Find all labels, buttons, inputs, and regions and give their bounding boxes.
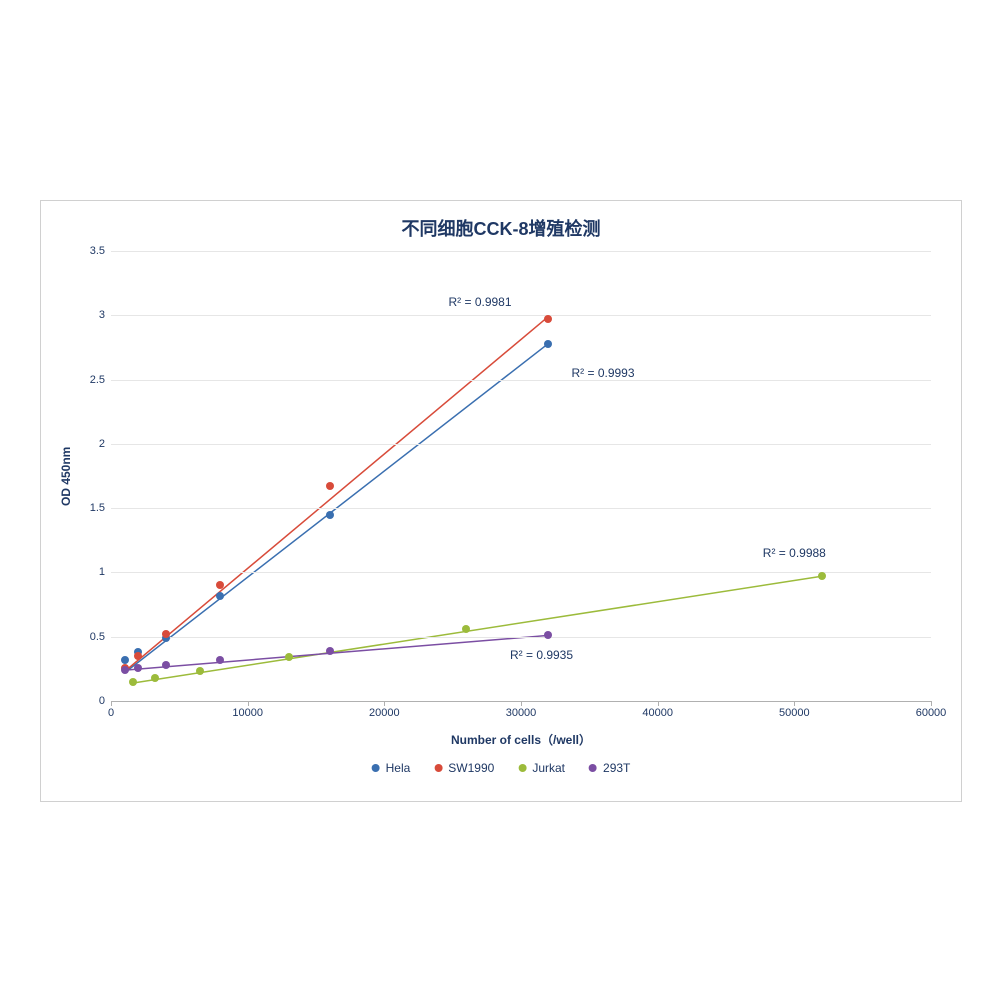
y-tick-label: 1: [75, 566, 105, 578]
grid-line: [111, 251, 931, 252]
x-tick: [658, 701, 659, 706]
chart-container: 不同细胞CCK-8增殖检测 OD 450nm 00.511.522.533.50…: [40, 200, 962, 802]
r2-annotation: R² = 0.9981: [448, 295, 511, 309]
legend-label: 293T: [603, 761, 630, 775]
plot-area: 00.511.522.533.5010000200003000040000500…: [111, 251, 931, 701]
trend-line-jurkat: [133, 576, 821, 683]
r2-annotation: R² = 0.9993: [571, 366, 634, 380]
x-tick-label: 10000: [232, 707, 263, 719]
x-tick-label: 60000: [916, 707, 947, 719]
x-tick-label: 0: [108, 707, 114, 719]
y-tick-label: 0.5: [75, 631, 105, 643]
legend-dot-icon: [518, 764, 526, 772]
legend-item: SW1990: [434, 761, 494, 775]
x-tick: [794, 701, 795, 706]
x-tick: [521, 701, 522, 706]
y-tick-label: 2.5: [75, 374, 105, 386]
data-point: [129, 678, 137, 686]
y-tick-label: 3: [75, 309, 105, 321]
legend-label: Hela: [386, 761, 411, 775]
x-axis-label: Number of cells（/well）: [111, 731, 931, 748]
trend-line-293t: [125, 635, 549, 670]
data-point: [216, 592, 224, 600]
data-point: [462, 625, 470, 633]
trend-line-sw1990: [125, 317, 549, 672]
chart-title: 不同细胞CCK-8增殖检测: [41, 215, 961, 241]
y-axis-label: OD 450nm: [59, 447, 73, 506]
legend-dot-icon: [434, 764, 442, 772]
legend-item: Jurkat: [518, 761, 565, 775]
legend-label: SW1990: [448, 761, 494, 775]
legend-dot-icon: [372, 764, 380, 772]
grid-line: [111, 315, 931, 316]
legend: Hela SW1990 Jurkat 293T: [372, 761, 631, 775]
x-tick: [931, 701, 932, 706]
data-point: [121, 666, 129, 674]
data-point: [544, 631, 552, 639]
grid-line: [111, 572, 931, 573]
x-tick: [111, 701, 112, 706]
legend-item: 293T: [589, 761, 630, 775]
data-point: [162, 661, 170, 669]
data-point: [134, 652, 142, 660]
x-tick: [384, 701, 385, 706]
data-point: [544, 340, 552, 348]
grid-line: [111, 508, 931, 509]
data-point: [216, 581, 224, 589]
y-tick-label: 3.5: [75, 245, 105, 257]
data-point: [285, 653, 293, 661]
legend-label: Jurkat: [532, 761, 565, 775]
data-point: [162, 630, 170, 638]
y-tick-label: 0: [75, 695, 105, 707]
x-tick: [248, 701, 249, 706]
y-tick-label: 1.5: [75, 502, 105, 514]
x-tick-label: 50000: [779, 707, 810, 719]
data-point: [326, 482, 334, 490]
data-point: [818, 572, 826, 580]
data-point: [134, 664, 142, 672]
data-point: [326, 511, 334, 519]
x-tick-label: 20000: [369, 707, 400, 719]
r2-annotation: R² = 0.9935: [510, 648, 573, 662]
data-point: [196, 667, 204, 675]
legend-dot-icon: [589, 764, 597, 772]
grid-line: [111, 637, 931, 638]
data-point: [544, 315, 552, 323]
grid-line: [111, 380, 931, 381]
x-tick-label: 40000: [642, 707, 673, 719]
x-tick-label: 30000: [506, 707, 537, 719]
y-tick-label: 2: [75, 438, 105, 450]
data-point: [216, 656, 224, 664]
grid-line: [111, 444, 931, 445]
data-point: [151, 674, 159, 682]
legend-item: Hela: [372, 761, 411, 775]
data-point: [326, 647, 334, 655]
trend-lines-svg: [111, 251, 931, 701]
r2-annotation: R² = 0.9988: [763, 546, 826, 560]
